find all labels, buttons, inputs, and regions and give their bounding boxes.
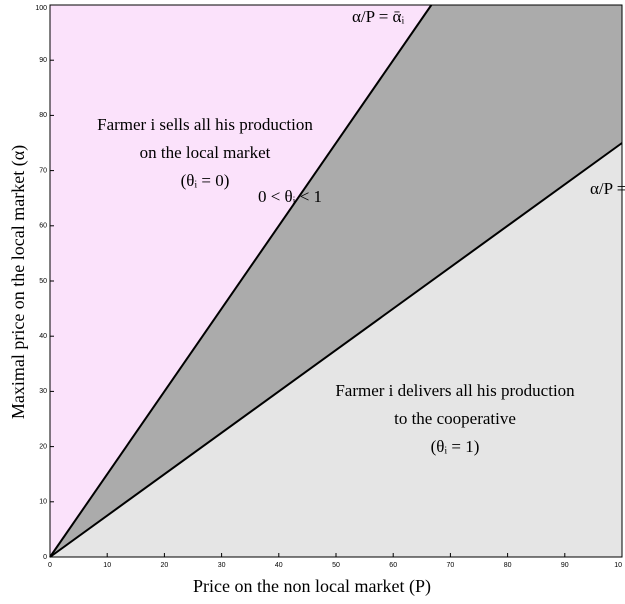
y-tick-label: 0 xyxy=(43,554,47,561)
region-label: on the local market xyxy=(140,143,271,162)
x-tick-label: 10 xyxy=(103,562,111,569)
y-tick-label: 10 xyxy=(39,499,47,506)
y-tick-label: 80 xyxy=(39,112,47,119)
y-tick-label: 90 xyxy=(39,57,47,64)
x-tick-label: 20 xyxy=(161,562,169,569)
x-tick-label: 50 xyxy=(332,562,340,569)
x-tick-label: 70 xyxy=(447,562,455,569)
x-tick-label: 0 xyxy=(48,562,52,569)
y-tick-label: 70 xyxy=(39,167,47,174)
y-tick-label: 30 xyxy=(39,388,47,395)
x-tick-label: 40 xyxy=(275,562,283,569)
region-label: Farmer i sells all his production xyxy=(97,115,313,134)
y-tick-label: 50 xyxy=(39,278,47,285)
x-axis-title: Price on the non local market (P) xyxy=(193,576,431,597)
line-label: α/P = α̲ xyxy=(590,179,625,198)
y-tick-label: 100 xyxy=(35,5,47,12)
line-label: α/P = ᾱᵢ xyxy=(352,7,404,26)
x-tick-label: 80 xyxy=(504,562,512,569)
region-label: 0 < θᵢ < 1 xyxy=(258,187,322,206)
boundary-line xyxy=(49,4,433,558)
x-tick-label: 30 xyxy=(218,562,226,569)
region-label: (θᵢ = 1) xyxy=(431,437,480,456)
x-tick-label: 60 xyxy=(389,562,397,569)
x-tick-label: 10 xyxy=(614,562,622,569)
y-axis-title: Maximal price on the local market (α) xyxy=(8,145,29,419)
y-tick-label: 40 xyxy=(39,333,47,340)
x-tick-label: 90 xyxy=(561,562,569,569)
region-label: to the cooperative xyxy=(394,409,516,428)
y-tick-label: 60 xyxy=(39,223,47,230)
y-tick-label: 20 xyxy=(39,443,47,450)
region-mixed xyxy=(50,5,622,557)
boundary-line xyxy=(49,142,623,558)
region-label: Farmer i delivers all his production xyxy=(335,381,575,400)
region-label: (θᵢ = 0) xyxy=(181,171,230,190)
